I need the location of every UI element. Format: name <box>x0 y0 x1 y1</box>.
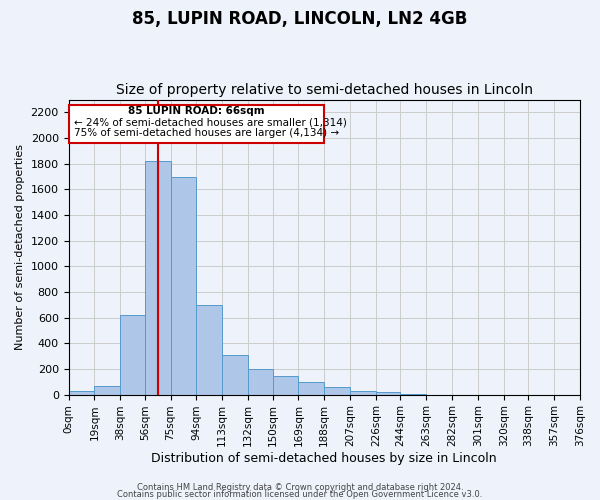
Bar <box>376 392 400 394</box>
Bar <box>298 382 324 394</box>
Bar <box>248 369 272 394</box>
Bar <box>324 387 350 394</box>
Text: 85 LUPIN ROAD: 66sqm: 85 LUPIN ROAD: 66sqm <box>128 106 265 117</box>
X-axis label: Distribution of semi-detached houses by size in Lincoln: Distribution of semi-detached houses by … <box>151 452 497 465</box>
Bar <box>272 376 298 394</box>
Bar <box>68 391 94 394</box>
Text: ← 24% of semi-detached houses are smaller (1,314): ← 24% of semi-detached houses are smalle… <box>74 118 347 128</box>
Bar <box>350 390 376 394</box>
Bar <box>170 176 196 394</box>
Text: Contains HM Land Registry data © Crown copyright and database right 2024.: Contains HM Land Registry data © Crown c… <box>137 484 463 492</box>
Bar <box>120 315 145 394</box>
Text: Contains public sector information licensed under the Open Government Licence v3: Contains public sector information licen… <box>118 490 482 499</box>
Bar <box>196 305 222 394</box>
Text: 85, LUPIN ROAD, LINCOLN, LN2 4GB: 85, LUPIN ROAD, LINCOLN, LN2 4GB <box>133 10 467 28</box>
FancyBboxPatch shape <box>68 104 324 143</box>
Bar <box>222 355 248 395</box>
Y-axis label: Number of semi-detached properties: Number of semi-detached properties <box>15 144 25 350</box>
Bar <box>145 161 170 394</box>
Title: Size of property relative to semi-detached houses in Lincoln: Size of property relative to semi-detach… <box>116 83 533 97</box>
Text: 75% of semi-detached houses are larger (4,134) →: 75% of semi-detached houses are larger (… <box>74 128 339 138</box>
Bar <box>94 386 120 394</box>
